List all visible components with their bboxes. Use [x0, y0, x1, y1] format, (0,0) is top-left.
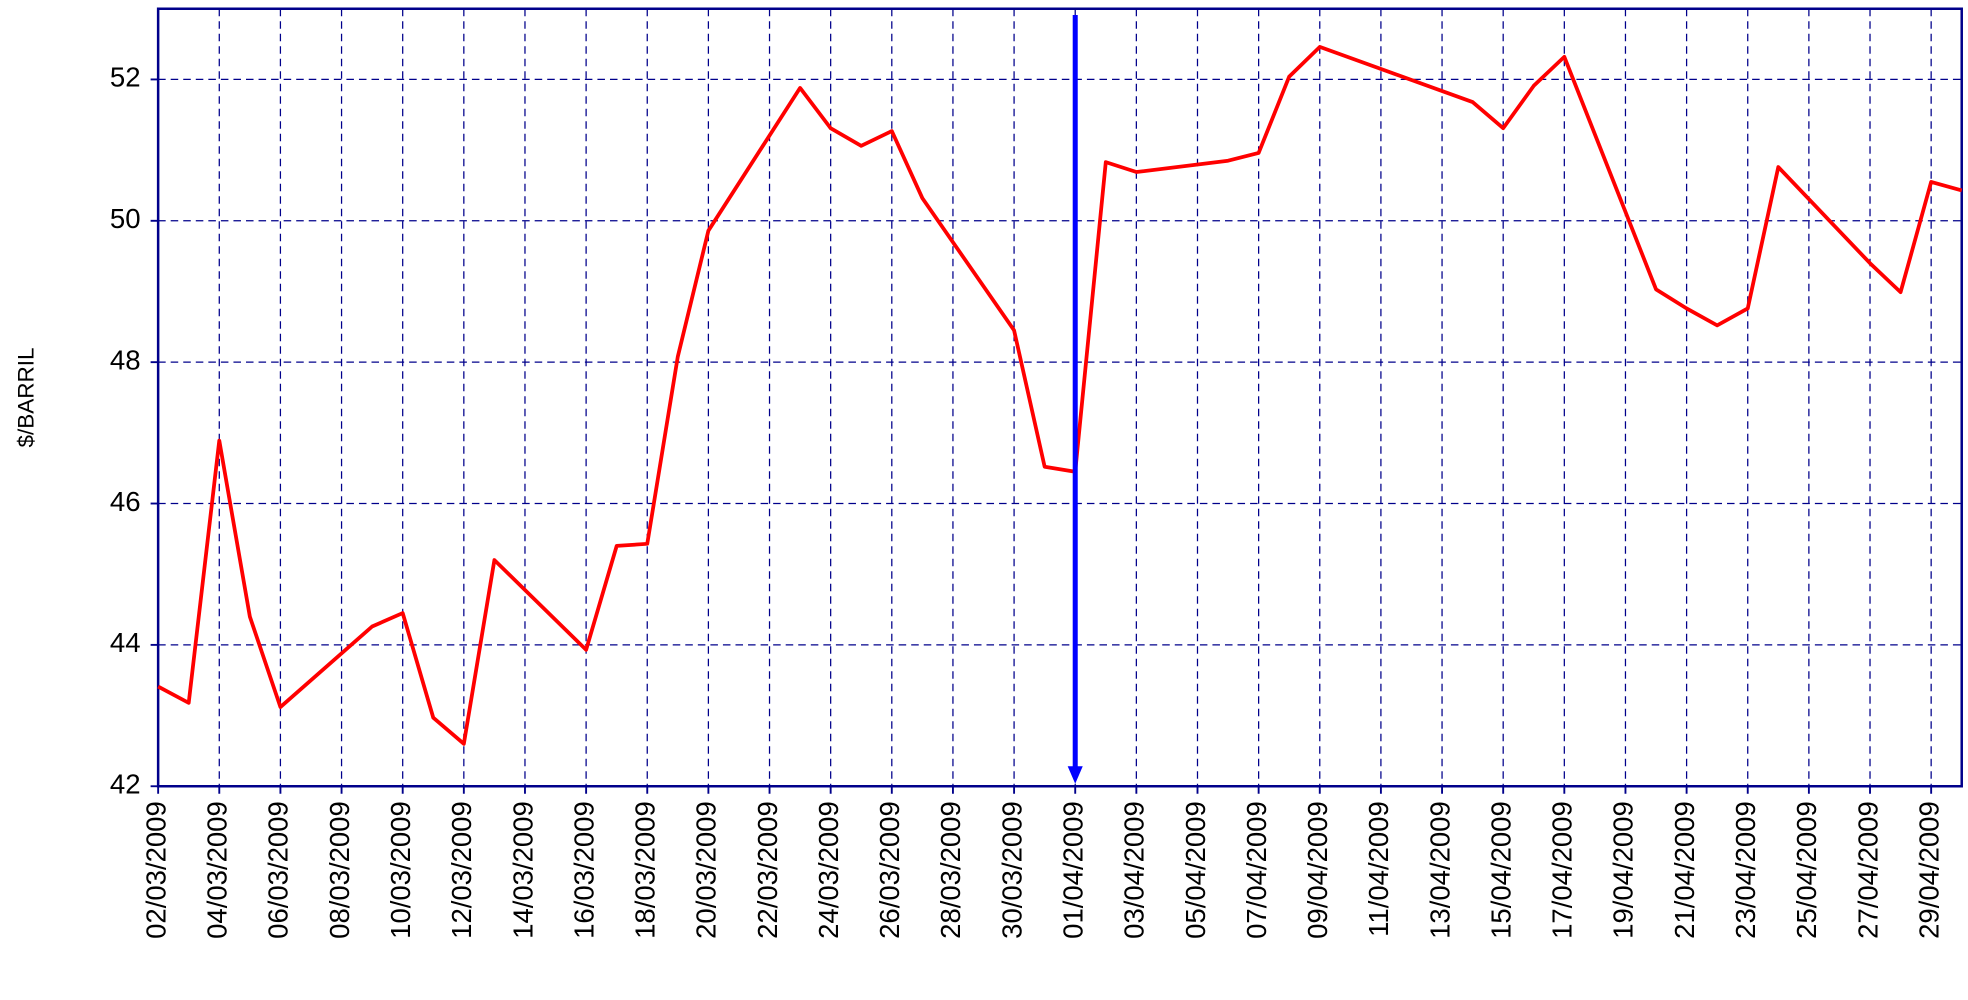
y-tick-label: 48: [110, 344, 141, 375]
y-tick-label: 50: [110, 203, 141, 234]
x-tick-label: 13/04/2009: [1424, 801, 1455, 939]
y-tick-label: 52: [110, 62, 141, 93]
y-tick-label: 42: [110, 769, 141, 800]
y-axis-label: $/BARRIL: [14, 348, 39, 448]
y-tick-label: 46: [110, 486, 141, 517]
x-tick-label: 11/04/2009: [1363, 801, 1394, 937]
x-tick-label: 28/03/2009: [935, 801, 966, 939]
x-tick-label: 20/03/2009: [691, 801, 722, 939]
x-tick-label: 12/03/2009: [446, 801, 477, 939]
x-tick-label: 15/04/2009: [1485, 801, 1516, 939]
x-tick-label: 01/04/2009: [1057, 801, 1088, 939]
x-tick-label: 09/04/2009: [1302, 801, 1333, 939]
plot-frame: [156, 7, 1963, 788]
x-tick-label: 18/03/2009: [629, 801, 660, 939]
marker-arrowhead: [1067, 766, 1083, 784]
x-tick-label: 16/03/2009: [568, 801, 599, 939]
x-tick-label: 10/03/2009: [385, 801, 416, 939]
data-line: [157, 45, 1963, 746]
x-tick-label: 29/04/2009: [1913, 801, 1944, 939]
x-tick-label: 19/04/2009: [1608, 801, 1639, 939]
x-tick-label: 07/04/2009: [1241, 801, 1272, 939]
x-tick-label: 23/04/2009: [1730, 801, 1761, 939]
x-tick-label: 22/03/2009: [752, 801, 783, 939]
y-tick-label: 44: [110, 627, 141, 658]
x-tick-label: 04/03/2009: [202, 801, 233, 939]
x-tick-label: 21/04/2009: [1669, 801, 1700, 939]
x-tick-label: 08/03/2009: [324, 801, 355, 939]
x-tick-label: 30/03/2009: [996, 801, 1027, 939]
x-tick-label: 17/04/2009: [1547, 801, 1578, 939]
x-tick-label: 06/03/2009: [263, 801, 294, 939]
x-tick-label: 02/03/2009: [140, 801, 171, 939]
x-tick-label: 25/04/2009: [1791, 801, 1822, 939]
x-tick-label: 05/04/2009: [1180, 801, 1211, 939]
x-tick-label: 24/03/2009: [813, 801, 844, 939]
x-tick-label: 27/04/2009: [1852, 801, 1883, 939]
x-tick-label: 14/03/2009: [507, 801, 538, 939]
x-tick-label: 03/04/2009: [1119, 801, 1150, 939]
x-tick-label: 26/03/2009: [874, 801, 905, 939]
